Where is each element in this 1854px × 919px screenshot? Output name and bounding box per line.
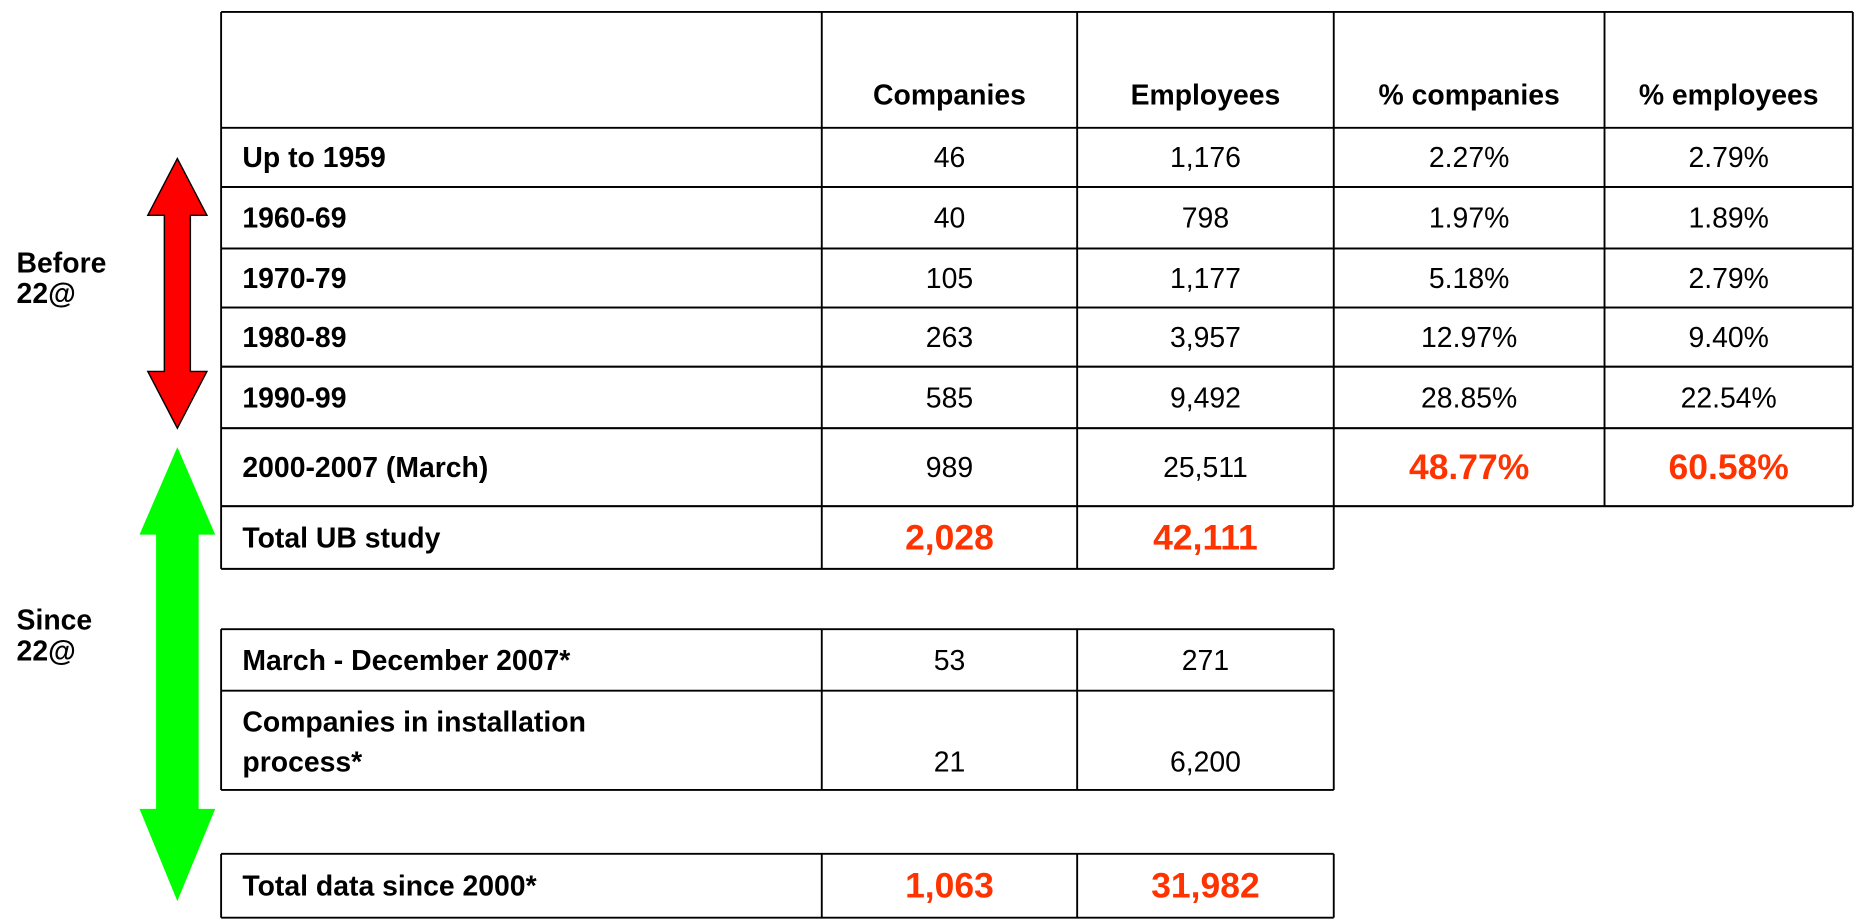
- cell-value: 1.97%: [1429, 203, 1509, 235]
- row-label: Total UB study: [242, 522, 440, 554]
- cell-value: 989: [926, 452, 973, 484]
- red-arrow: [146, 157, 209, 430]
- cell-value: 53: [934, 645, 966, 677]
- side-label: 22@: [17, 635, 76, 667]
- cell-value: 28.85%: [1421, 382, 1517, 414]
- highlight-value: 1,063: [905, 865, 994, 905]
- row-label: 1980-89: [242, 322, 346, 354]
- row-label: process*: [242, 746, 363, 778]
- column-header: Companies: [873, 80, 1026, 112]
- cell-value: 25,511: [1163, 452, 1248, 484]
- column-header: % employees: [1639, 80, 1819, 112]
- side-label: 22@: [17, 278, 76, 310]
- cell-value: 263: [926, 322, 973, 354]
- cell-value: 21: [934, 746, 966, 778]
- cell-value: 1,177: [1170, 263, 1241, 295]
- cell-value: 22.54%: [1681, 382, 1777, 414]
- row-label: March - December 2007*: [242, 645, 571, 677]
- cell-value: 585: [926, 382, 973, 414]
- cell-value: 2.79%: [1688, 142, 1768, 174]
- cell-value: 40: [934, 203, 966, 235]
- cell-value: 9.40%: [1688, 322, 1768, 354]
- cell-value: 2.79%: [1688, 263, 1768, 295]
- highlight-value: 48.77%: [1409, 447, 1529, 487]
- row-label: 1970-79: [242, 263, 346, 295]
- row-label: Companies in installation: [242, 706, 586, 738]
- cell-value: 6,200: [1170, 746, 1241, 778]
- green-arrow: [139, 447, 216, 902]
- cell-value: 12.97%: [1421, 322, 1517, 354]
- side-label: Before: [17, 247, 107, 279]
- row-label: 1960-69: [242, 203, 346, 235]
- highlight-value: 2,028: [905, 517, 994, 557]
- highlight-value: 60.58%: [1669, 447, 1789, 487]
- row-label: Up to 1959: [242, 142, 385, 174]
- cell-value: 105: [926, 263, 973, 295]
- cell-value: 798: [1182, 203, 1229, 235]
- cell-value: 2.27%: [1429, 142, 1509, 174]
- row-label: 2000-2007 (March): [242, 452, 488, 484]
- column-header: % companies: [1379, 80, 1560, 112]
- cell-value: 271: [1182, 645, 1229, 677]
- row-label: 1990-99: [242, 382, 346, 414]
- cell-value: 5.18%: [1429, 263, 1509, 295]
- highlight-value: 42,111: [1153, 517, 1258, 557]
- column-header: Employees: [1131, 80, 1281, 112]
- row-label: Total data since 2000*: [242, 871, 537, 903]
- cell-value: 1.89%: [1688, 203, 1768, 235]
- cell-value: 3,957: [1170, 322, 1241, 354]
- side-label: Since: [17, 605, 93, 637]
- cell-value: 46: [934, 142, 966, 174]
- cell-value: 9,492: [1170, 382, 1241, 414]
- cell-value: 1,176: [1170, 142, 1241, 174]
- highlight-value: 31,982: [1151, 865, 1260, 905]
